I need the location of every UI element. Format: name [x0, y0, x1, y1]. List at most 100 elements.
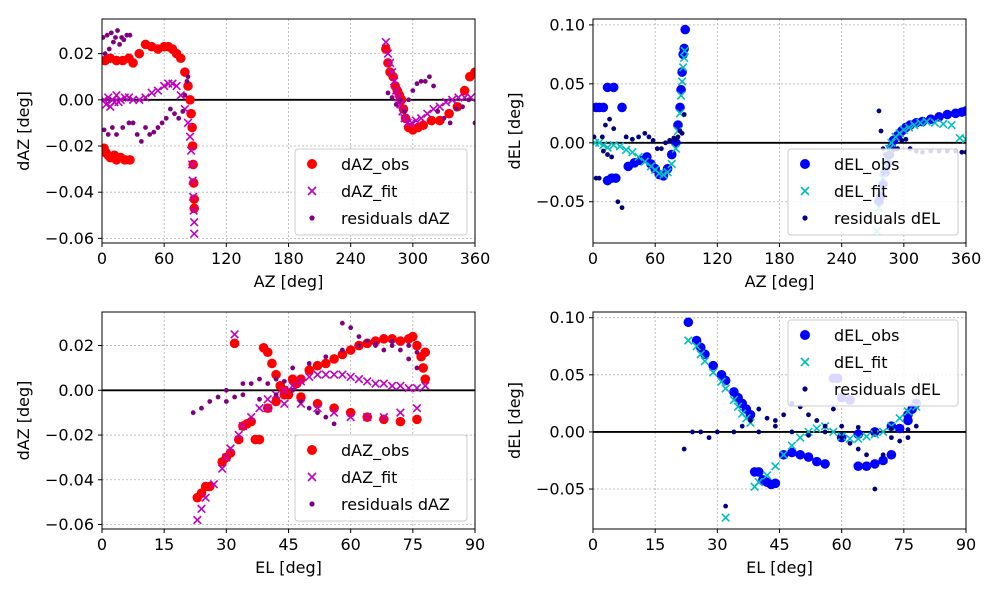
data-point	[623, 134, 629, 140]
data-point	[733, 402, 743, 412]
legend: dEL_obs dEL_fit residuals dEL	[787, 319, 959, 407]
chart-panel-2: 0 60 120 180 240 300 360 −0.05 0.00 0.05 0.10 AZ [d…	[505, 15, 981, 291]
data-point	[427, 74, 432, 80]
chart-panel-1: 0 60 120 180 240 300 360 −0.06 −0.04 −0.02 0.00 0.0…	[14, 18, 490, 291]
data-point	[383, 49, 393, 59]
data-point	[400, 113, 409, 123]
data-point	[470, 67, 475, 77]
data-point	[147, 132, 153, 137]
x-axis-label: EL [deg]	[746, 558, 813, 577]
data-point	[878, 427, 888, 437]
data-point	[114, 97, 123, 107]
data-point	[381, 44, 391, 54]
data-point	[930, 118, 940, 128]
data-point	[903, 406, 913, 416]
x-tick-label: 120	[702, 249, 733, 268]
data-point	[770, 478, 781, 489]
legend-entry: dAZ_fit	[341, 468, 397, 488]
x-tick-label: 90	[956, 535, 976, 554]
data-point	[189, 217, 199, 227]
chart-panel-4: 0 15 30 45 60 75 90 −0.05 0.00 0.05 0.10 EL [deg] dE…	[505, 308, 976, 577]
data-point	[472, 120, 475, 126]
data-point	[312, 360, 323, 371]
x-axis-label: AZ [deg]	[254, 272, 324, 291]
data-point	[673, 138, 679, 143]
y-tick-label: 0.05	[549, 365, 585, 384]
data-point	[659, 170, 668, 179]
data-point	[806, 412, 811, 418]
data-point	[147, 88, 157, 98]
legend-entry: residuals dEL	[834, 209, 940, 228]
x-tick-label: 15	[645, 535, 665, 554]
data-point	[217, 464, 227, 473]
data-point	[346, 372, 356, 382]
data-point	[240, 381, 246, 386]
data-point	[383, 58, 393, 68]
x-tick-label: 45	[769, 535, 789, 554]
data-point	[306, 361, 312, 366]
data-point	[895, 413, 905, 423]
x-tick-label: 60	[154, 249, 174, 268]
legend-marker	[802, 215, 808, 221]
data-point	[398, 347, 403, 353]
x-tick-label: 90	[465, 535, 485, 554]
data-point	[646, 134, 652, 140]
data-point	[416, 113, 426, 123]
data-point	[596, 175, 602, 181]
data-point	[454, 93, 463, 102]
data-point	[313, 403, 322, 413]
data-point	[756, 429, 762, 435]
data-point	[106, 46, 112, 52]
data-point	[870, 459, 880, 469]
x-tick-label: 180	[764, 249, 795, 268]
data-point	[120, 125, 126, 130]
data-point	[412, 383, 422, 393]
data-point	[221, 453, 231, 462]
data-point	[772, 418, 778, 423]
data-point	[609, 154, 615, 160]
data-point	[663, 167, 672, 177]
data-point	[822, 429, 828, 435]
data-point	[296, 376, 306, 386]
data-point	[168, 79, 177, 89]
data-point	[215, 394, 221, 400]
data-point	[636, 134, 641, 140]
data-point	[128, 58, 138, 68]
data-point	[134, 132, 140, 137]
data-point	[683, 336, 693, 345]
data-point	[795, 449, 806, 460]
data-point	[186, 108, 196, 119]
data-point	[410, 88, 416, 93]
y-axis-label: dEL [deg]	[505, 93, 524, 170]
data-point	[304, 372, 314, 382]
data-point	[387, 381, 397, 391]
data-point	[899, 125, 909, 135]
data-point	[876, 108, 882, 114]
data-point	[396, 100, 405, 109]
data-point	[389, 343, 395, 348]
data-point	[102, 100, 111, 109]
data-point	[615, 199, 621, 205]
y-tick-label: −0.06	[45, 229, 94, 248]
legend-marker	[307, 445, 317, 455]
data-point	[922, 117, 931, 126]
data-point	[279, 399, 289, 409]
data-point	[753, 467, 764, 477]
data-point	[847, 440, 853, 446]
y-tick-label: 0.00	[549, 422, 585, 441]
data-point	[127, 32, 133, 38]
data-point	[853, 429, 864, 440]
data-point	[337, 349, 348, 360]
y-axis-label: dEL [deg]	[505, 382, 524, 459]
data-point	[102, 95, 109, 105]
data-point	[795, 433, 805, 442]
data-point	[339, 347, 345, 353]
data-point	[128, 95, 138, 105]
data-point	[683, 317, 694, 328]
data-point	[223, 399, 229, 404]
data-point	[184, 78, 190, 84]
data-point	[396, 408, 405, 418]
data-point	[117, 42, 123, 47]
legend-entry: dEL_obs	[834, 155, 899, 175]
